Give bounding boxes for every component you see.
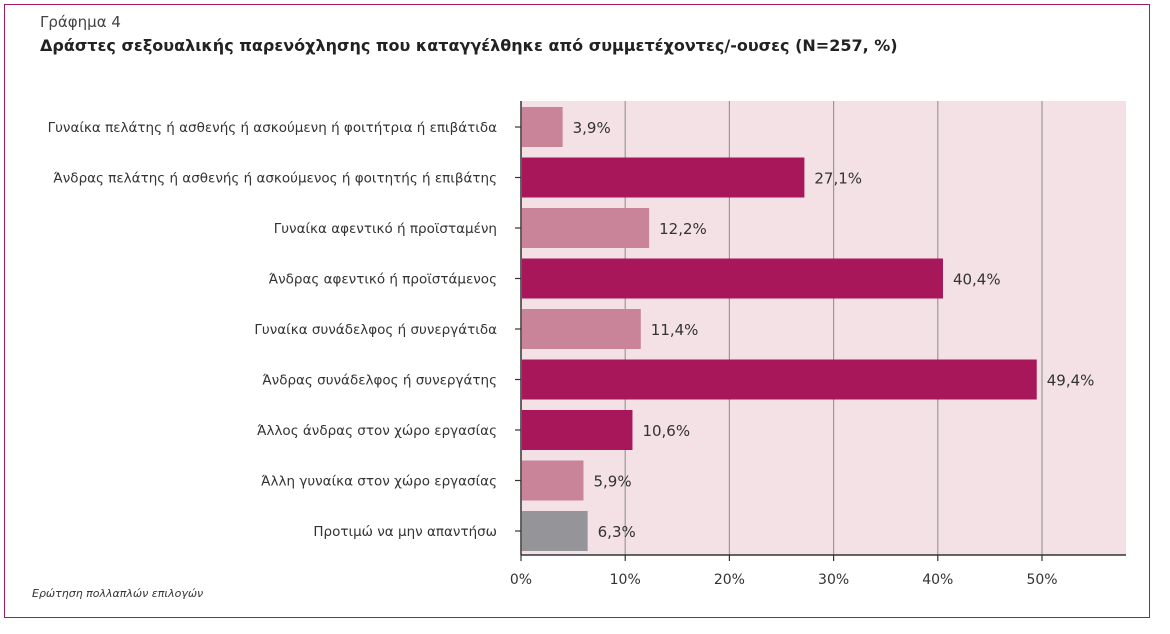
value-label: 6,3% bbox=[598, 523, 636, 541]
value-label: 40,4% bbox=[953, 271, 1001, 289]
category-label: Άνδρας αφεντικό ή προϊστάμενος bbox=[269, 272, 497, 288]
x-tick-label: 40% bbox=[922, 572, 953, 588]
value-label: 11,4% bbox=[651, 321, 699, 339]
value-label: 5,9% bbox=[593, 473, 631, 491]
value-label: 49,4% bbox=[1047, 372, 1095, 390]
bar bbox=[522, 359, 1037, 400]
bar bbox=[522, 157, 805, 198]
figure-number: Γράφημα 4 bbox=[40, 13, 121, 31]
x-tick-label: 30% bbox=[818, 572, 849, 588]
x-tick-label: 0% bbox=[510, 572, 532, 588]
category-label: Άνδρας πελάτης ή ασθενής ή ασκούμενος ή … bbox=[53, 171, 497, 187]
x-tick-label: 20% bbox=[714, 572, 745, 588]
bar bbox=[522, 107, 563, 147]
category-label: Άλλος άνδρας στον χώρο εργασίας bbox=[257, 423, 497, 439]
figure-frame bbox=[4, 4, 1150, 618]
bar bbox=[522, 410, 633, 450]
category-label: Άλλη γυναίκα στον χώρο εργασίας bbox=[261, 474, 497, 490]
chart-title: Δράστες σεξουαλικής παρενόχλησης που κατ… bbox=[40, 36, 898, 55]
x-tick-label: 50% bbox=[1026, 572, 1057, 588]
bar bbox=[522, 258, 943, 299]
footnote: Ερώτηση πολλαπλών επιλογών bbox=[32, 587, 204, 600]
x-tick-label: 10% bbox=[610, 572, 641, 588]
value-label: 3,9% bbox=[573, 119, 611, 137]
category-label: Προτιμώ να μην απαντήσω bbox=[313, 524, 497, 540]
value-label: 27,1% bbox=[814, 170, 862, 188]
value-label: 12,2% bbox=[659, 220, 707, 238]
bar bbox=[522, 208, 650, 248]
bar bbox=[522, 460, 584, 501]
bar bbox=[522, 309, 641, 349]
category-label: Γυναίκα συνάδελφος ή συνεργάτιδα bbox=[254, 322, 497, 338]
category-label: Γυναίκα αφεντικό ή προϊσταμένη bbox=[274, 221, 497, 237]
category-label: Γυναίκα πελάτης ή ασθενής ή ασκούμενη ή … bbox=[48, 120, 498, 136]
value-label: 10,6% bbox=[642, 422, 690, 440]
category-label: Άνδρας συνάδελφος ή συνεργάτης bbox=[262, 373, 497, 389]
bar bbox=[522, 511, 588, 551]
